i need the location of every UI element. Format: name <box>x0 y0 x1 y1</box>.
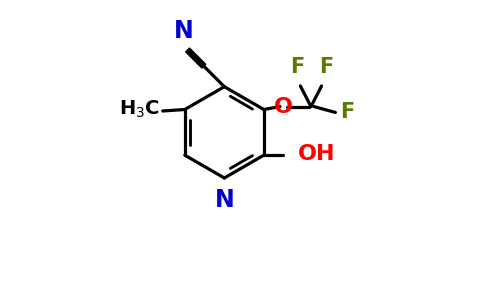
Text: OH: OH <box>298 144 335 164</box>
Text: F: F <box>319 57 333 77</box>
Text: N: N <box>214 188 234 212</box>
Text: H$_3$C: H$_3$C <box>119 99 160 120</box>
Text: F: F <box>340 103 355 122</box>
Text: F: F <box>290 57 304 77</box>
Text: O: O <box>273 97 292 117</box>
Text: N: N <box>174 19 193 43</box>
